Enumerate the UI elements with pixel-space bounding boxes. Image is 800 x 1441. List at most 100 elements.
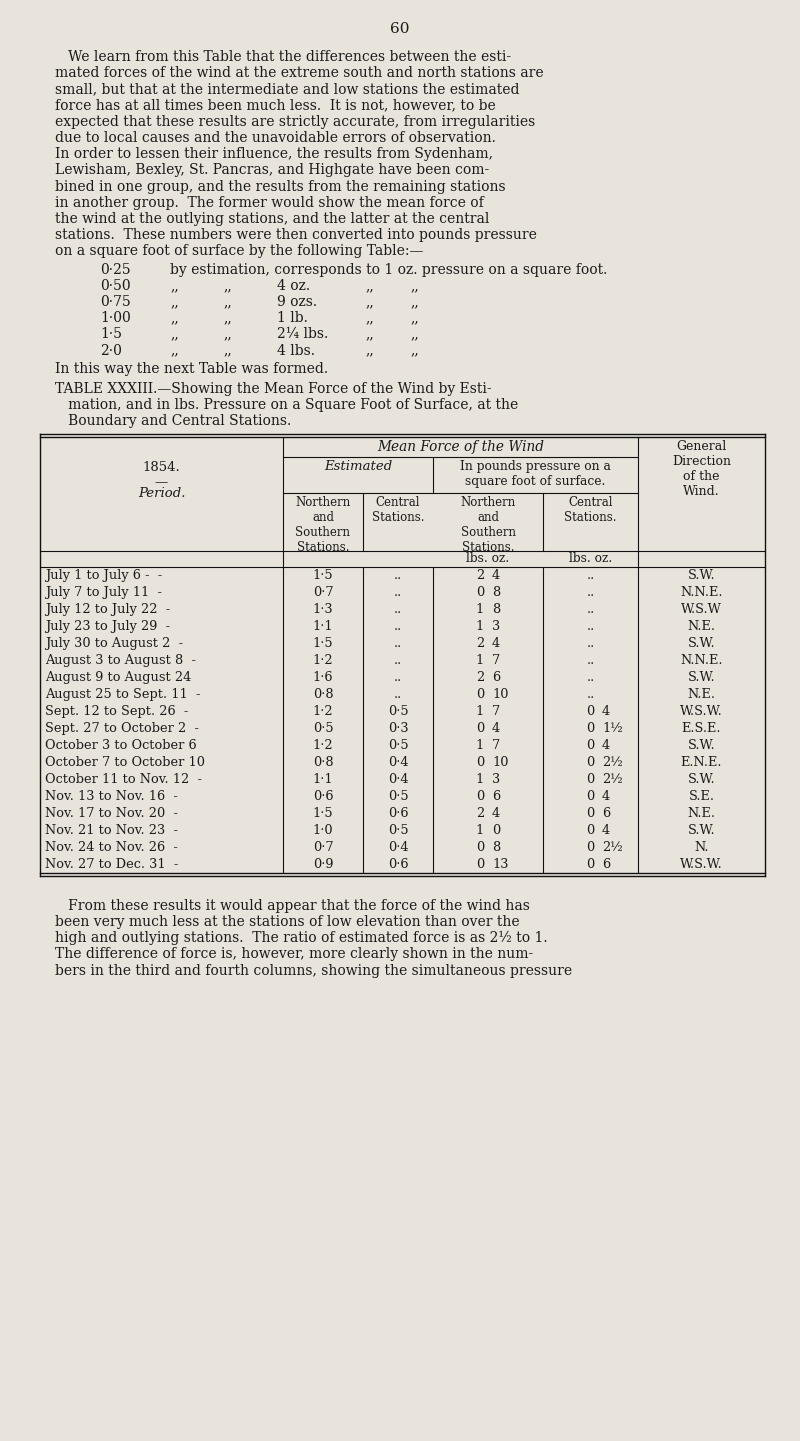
Text: ,,: ,,	[223, 311, 232, 326]
Text: We learn from this Table that the differences between the esti-: We learn from this Table that the differ…	[55, 50, 511, 63]
Text: 6: 6	[602, 807, 610, 820]
Text: August 3 to August 8  -: August 3 to August 8 -	[45, 654, 196, 667]
Text: Nov. 24 to Nov. 26  -: Nov. 24 to Nov. 26 -	[45, 840, 178, 853]
Text: ,,: ,,	[170, 343, 178, 357]
Text: 1·5: 1·5	[313, 807, 334, 820]
Text: 2: 2	[476, 807, 484, 820]
Text: August 9 to August 24: August 9 to August 24	[45, 670, 191, 683]
Text: Lewisham, Bexley, St. Pancras, and Highgate have been com-: Lewisham, Bexley, St. Pancras, and Highg…	[55, 163, 490, 177]
Text: due to local causes and the unavoidable errors of observation.: due to local causes and the unavoidable …	[55, 131, 496, 146]
Text: high and outlying stations.  The ratio of estimated force is as 2½ to 1.: high and outlying stations. The ratio of…	[55, 931, 548, 945]
Text: 4: 4	[602, 824, 610, 837]
Text: Northern
and
Southern
Stations.: Northern and Southern Stations.	[295, 496, 350, 553]
Text: 2¼ lbs.: 2¼ lbs.	[277, 327, 328, 342]
Text: Boundary and Central Stations.: Boundary and Central Stations.	[55, 415, 291, 428]
Text: 60: 60	[390, 22, 410, 36]
Text: bined in one group, and the results from the remaining stations: bined in one group, and the results from…	[55, 180, 506, 193]
Text: stations.  These numbers were then converted into pounds pressure: stations. These numbers were then conver…	[55, 228, 537, 242]
Text: in another group.  The former would show the mean force of: in another group. The former would show …	[55, 196, 484, 210]
Text: 7: 7	[492, 739, 500, 752]
Text: E.S.E.: E.S.E.	[682, 722, 722, 735]
Text: 0: 0	[586, 755, 594, 768]
Text: 1854.: 1854.	[142, 461, 180, 474]
Text: 2: 2	[476, 670, 484, 683]
Text: October 11 to Nov. 12  -: October 11 to Nov. 12 -	[45, 772, 202, 785]
Text: Period.: Period.	[138, 487, 186, 500]
Text: Central
Stations.: Central Stations.	[564, 496, 617, 523]
Text: mation, and in lbs. Pressure on a Square Foot of Surface, at the: mation, and in lbs. Pressure on a Square…	[55, 398, 518, 412]
Text: Sept. 12 to Sept. 26  -: Sept. 12 to Sept. 26 -	[45, 705, 188, 718]
Text: on a square foot of surface by the following Table:—: on a square foot of surface by the follo…	[55, 245, 423, 258]
Text: 0·7: 0·7	[313, 840, 334, 853]
Text: 4 oz.: 4 oz.	[277, 278, 310, 293]
Text: 9 ozs.: 9 ozs.	[277, 295, 317, 308]
Text: bers in the third and fourth columns, showing the simultaneous pressure: bers in the third and fourth columns, sh…	[55, 964, 572, 977]
Text: 0·5: 0·5	[388, 790, 408, 803]
Text: 0: 0	[476, 857, 484, 870]
Text: ..: ..	[586, 569, 594, 582]
Text: July 7 to July 11  -: July 7 to July 11 -	[45, 585, 162, 598]
Text: ..: ..	[394, 602, 402, 615]
Text: 1·1: 1·1	[313, 772, 334, 785]
Text: July 30 to August 2  -: July 30 to August 2 -	[45, 637, 183, 650]
Text: 13: 13	[492, 857, 509, 870]
Text: ,,: ,,	[410, 295, 418, 308]
Text: 0·75: 0·75	[100, 295, 130, 308]
Text: 4: 4	[602, 705, 610, 718]
Text: 0: 0	[586, 739, 594, 752]
Text: In order to lessen their influence, the results from Sydenham,: In order to lessen their influence, the …	[55, 147, 493, 161]
Text: ,,: ,,	[223, 327, 232, 342]
Text: ..: ..	[586, 654, 594, 667]
Text: 0·8: 0·8	[313, 687, 334, 700]
Text: August 25 to Sept. 11  -: August 25 to Sept. 11 -	[45, 687, 201, 700]
Text: 0: 0	[586, 790, 594, 803]
Text: 0: 0	[476, 687, 484, 700]
Text: Estimated: Estimated	[324, 460, 392, 473]
Text: ,,: ,,	[170, 278, 178, 293]
Text: ..: ..	[586, 670, 594, 683]
Text: 0·3: 0·3	[388, 722, 408, 735]
Text: ,,: ,,	[365, 311, 374, 326]
Text: 1·5: 1·5	[100, 327, 122, 342]
Text: 0·4: 0·4	[388, 755, 408, 768]
Text: 0: 0	[476, 585, 484, 598]
Text: 1: 1	[476, 602, 484, 615]
Text: 0·5: 0·5	[388, 739, 408, 752]
Text: ,,: ,,	[365, 278, 374, 293]
Text: 1·3: 1·3	[313, 602, 334, 615]
Text: 0·6: 0·6	[388, 807, 408, 820]
Text: 1 lb.: 1 lb.	[277, 311, 308, 326]
Text: 1: 1	[476, 772, 484, 785]
Text: July 12 to July 22  -: July 12 to July 22 -	[45, 602, 170, 615]
Text: 0: 0	[586, 722, 594, 735]
Text: ..: ..	[586, 620, 594, 633]
Text: 7: 7	[492, 705, 500, 718]
Text: In this way the next Table was formed.: In this way the next Table was formed.	[55, 362, 328, 376]
Text: 1·2: 1·2	[313, 705, 334, 718]
Text: by estimation, corresponds to 1 oz. pressure on a square foot.: by estimation, corresponds to 1 oz. pres…	[170, 262, 607, 277]
Text: force has at all times been much less.  It is not, however, to be: force has at all times been much less. I…	[55, 98, 496, 112]
Text: 0·4: 0·4	[388, 840, 408, 853]
Text: 0·6: 0·6	[313, 790, 334, 803]
Text: 1: 1	[476, 705, 484, 718]
Text: ,,: ,,	[410, 278, 418, 293]
Text: 1·5: 1·5	[313, 637, 334, 650]
Text: 1·2: 1·2	[313, 739, 334, 752]
Text: 1: 1	[476, 654, 484, 667]
Text: N.N.E.: N.N.E.	[680, 585, 722, 598]
Text: 4: 4	[602, 790, 610, 803]
Text: 0: 0	[586, 824, 594, 837]
Text: N.: N.	[694, 840, 709, 853]
Text: 4: 4	[492, 569, 500, 582]
Text: Mean Force of the Wind: Mean Force of the Wind	[377, 440, 544, 454]
Text: ,,: ,,	[365, 343, 374, 357]
Text: ..: ..	[394, 654, 402, 667]
Text: 1: 1	[476, 620, 484, 633]
Text: 1·0: 1·0	[313, 824, 334, 837]
Text: lbs. oz.: lbs. oz.	[466, 552, 510, 565]
Text: ,,: ,,	[410, 343, 418, 357]
Text: 0·9: 0·9	[313, 857, 334, 870]
Text: 3: 3	[492, 620, 500, 633]
Text: 2·0: 2·0	[100, 343, 122, 357]
Text: ,,: ,,	[170, 327, 178, 342]
